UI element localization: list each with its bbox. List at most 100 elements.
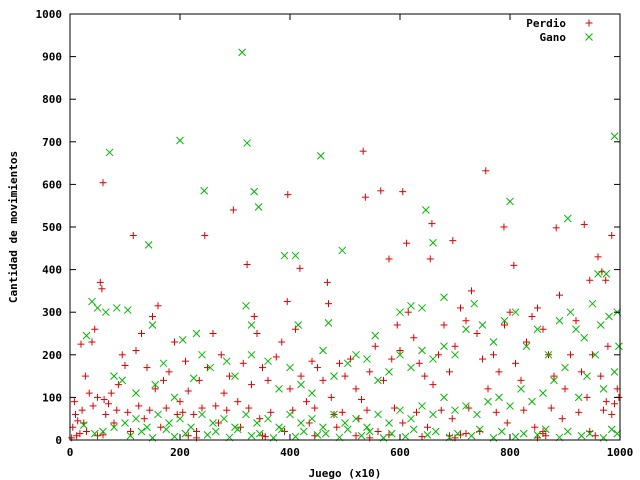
point-perdio-56 <box>132 347 140 355</box>
point-perdio-144 <box>215 419 222 427</box>
point-perdio-26 <box>608 232 616 240</box>
y-axis-label: Cantidad de movimientos <box>7 151 20 303</box>
point-perdio-22 <box>602 276 610 284</box>
legend-symbol-gano <box>585 33 593 41</box>
point-gano-68 <box>470 299 479 308</box>
point-gano-56 <box>343 359 352 368</box>
point-perdio-18 <box>510 261 518 269</box>
y-tick-label-9: 900 <box>42 51 62 64</box>
point-gano-41 <box>151 380 160 389</box>
point-gano-171 <box>467 431 476 440</box>
point-gano-28 <box>192 329 201 338</box>
point-gano-111 <box>330 410 338 419</box>
point-perdio-134 <box>602 398 610 406</box>
point-perdio-80 <box>292 325 299 333</box>
point-gano-149 <box>475 425 484 434</box>
point-perdio-153 <box>424 423 431 431</box>
point-gano-62 <box>407 363 415 372</box>
point-gano-96 <box>495 393 503 402</box>
point-perdio-71 <box>234 398 242 406</box>
point-perdio-10 <box>399 188 407 196</box>
point-gano-109 <box>352 414 360 423</box>
point-gano-70 <box>489 338 498 346</box>
point-perdio-42 <box>85 389 93 397</box>
point-gano-179 <box>79 421 88 429</box>
point-gano-128 <box>143 423 151 432</box>
point-perdio-111 <box>473 330 481 337</box>
point-perdio-120 <box>523 338 530 346</box>
point-perdio-151 <box>374 427 382 435</box>
point-perdio-130 <box>578 368 585 376</box>
point-perdio-0 <box>99 179 107 187</box>
point-perdio-187 <box>600 406 607 414</box>
point-perdio-149 <box>333 423 341 431</box>
x-tick-label-4: 800 <box>500 446 520 459</box>
point-perdio-93 <box>366 368 374 376</box>
x-tick-label-0: 0 <box>67 446 74 459</box>
point-gano-138 <box>233 425 242 434</box>
point-perdio-77 <box>272 353 280 361</box>
point-gano-168 <box>401 432 410 441</box>
point-gano-23 <box>371 331 380 340</box>
point-gano-105 <box>396 406 404 415</box>
point-gano-26 <box>247 321 256 329</box>
point-perdio-167 <box>135 402 143 410</box>
point-perdio-97 <box>393 321 401 329</box>
point-gano-2 <box>176 136 184 145</box>
point-gano-135 <box>162 425 171 434</box>
point-perdio-78 <box>278 338 286 346</box>
point-gano-153 <box>563 427 572 436</box>
point-perdio-101 <box>415 359 423 367</box>
point-gano-134 <box>137 427 146 436</box>
point-gano-133 <box>90 429 99 438</box>
point-perdio-99 <box>404 308 412 316</box>
point-gano-158 <box>170 432 179 441</box>
point-gano-4 <box>316 152 325 160</box>
y-tick-label-8: 800 <box>42 93 62 106</box>
point-perdio-36 <box>96 278 104 286</box>
point-gano-114 <box>297 419 305 427</box>
point-gano-148 <box>453 429 462 438</box>
point-perdio-116 <box>501 321 508 329</box>
point-gano-141 <box>299 427 308 436</box>
point-perdio-184 <box>520 406 528 414</box>
point-gano-147 <box>431 427 440 436</box>
series-perdio <box>68 147 623 442</box>
point-gano-46 <box>222 357 231 366</box>
point-perdio-138 <box>110 419 118 427</box>
point-perdio-74 <box>253 330 261 337</box>
point-gano-20 <box>407 301 415 310</box>
point-gano-51 <box>286 363 294 372</box>
point-perdio-43 <box>72 410 79 418</box>
point-gano-38 <box>110 372 118 380</box>
legend-symbol-perdio <box>585 19 593 27</box>
point-perdio-51 <box>100 396 108 404</box>
point-perdio-208 <box>418 433 426 441</box>
point-perdio-75 <box>259 364 266 372</box>
point-gano-98 <box>473 410 481 419</box>
point-perdio-183 <box>492 408 500 416</box>
point-perdio-169 <box>162 404 170 412</box>
point-gano-146 <box>409 425 418 434</box>
point-perdio-64 <box>184 387 192 395</box>
point-perdio-3 <box>229 206 237 214</box>
point-gano-156 <box>126 431 135 440</box>
point-perdio-161 <box>73 432 81 440</box>
point-perdio-81 <box>297 372 305 380</box>
point-perdio-196 <box>352 432 360 440</box>
point-perdio-57 <box>138 330 145 337</box>
point-perdio-23 <box>586 276 594 284</box>
point-gano-6 <box>200 186 209 195</box>
point-gano-173 <box>511 432 520 441</box>
point-gano-22 <box>418 304 426 312</box>
ticks: 0 200 400 600 800 1000 0 100 200 300 400 500 600 700 8… <box>36 8 634 459</box>
point-perdio-131 <box>583 393 591 401</box>
point-gano-129 <box>132 414 140 423</box>
point-perdio-104 <box>435 351 442 359</box>
point-gano-72 <box>511 308 520 317</box>
point-perdio-6 <box>296 264 304 272</box>
point-gano-61 <box>396 350 404 359</box>
point-perdio-9 <box>377 187 385 195</box>
point-perdio-181 <box>437 406 445 414</box>
point-gano-63 <box>418 346 426 355</box>
